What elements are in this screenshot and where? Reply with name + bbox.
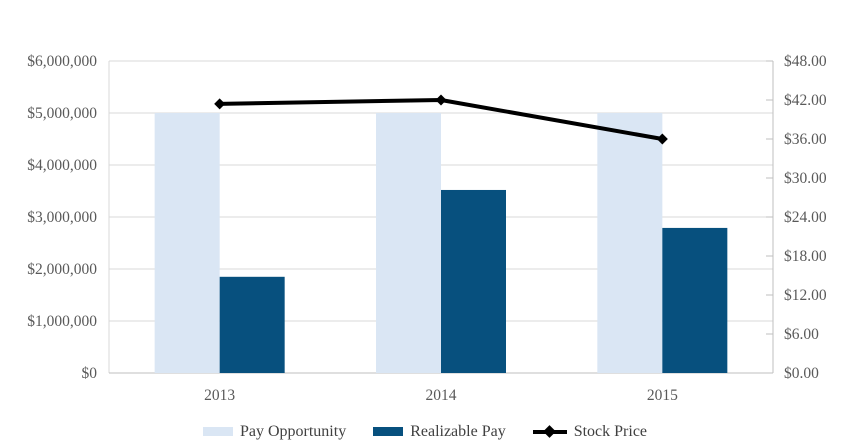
diamond-marker-stock-price-2013 <box>214 98 226 110</box>
left-axis-label: $0 <box>82 365 98 382</box>
legend-item-pay-opportunity: Pay Opportunity <box>202 422 347 441</box>
legend-label-pay-opportunity: Pay Opportunity <box>239 422 347 440</box>
bar-pay-opportunity-2015 <box>597 113 663 373</box>
diamond-marker-icon <box>542 425 556 438</box>
stock-price-line-icon <box>532 425 567 438</box>
right-axis-label: $42.00 <box>784 92 827 109</box>
legend-label-stock-price: Stock Price <box>573 422 648 440</box>
legend-item-realizable-pay: Realizable Pay <box>373 423 506 441</box>
right-axis-label: $48.00 <box>784 53 827 70</box>
left-axis-label: $5,000,000 <box>27 105 97 122</box>
bar-realizable-pay-2013 <box>219 276 285 373</box>
right-axis-label: $24.00 <box>784 209 827 226</box>
diamond-marker-stock-price-2015 <box>656 133 668 145</box>
bar-pay-opportunity-2013 <box>154 113 220 373</box>
bar-realizable-pay-2015 <box>662 227 728 373</box>
right-axis-label: $6.00 <box>784 326 819 343</box>
left-axis-label: $6,000,000 <box>27 53 97 70</box>
left-axis-label: $2,000,000 <box>27 261 97 278</box>
left-axis-label: $4,000,000 <box>27 157 97 174</box>
left-axis-label: $3,000,000 <box>27 209 97 226</box>
x-axis-category-label: 2014 <box>426 387 457 404</box>
legend-label-realizable-pay: Realizable Pay <box>410 422 506 440</box>
right-axis-label: $30.00 <box>784 170 827 187</box>
diamond-marker-stock-price-2014 <box>435 94 447 106</box>
right-axis-label: $36.00 <box>784 131 827 148</box>
right-axis-label: $18.00 <box>784 248 827 265</box>
bar-realizable-pay-2014 <box>441 189 506 373</box>
pay-opportunity-swatch-icon <box>202 427 233 436</box>
chart-legend: Pay Opportunity Realizable Pay Stock Pri… <box>0 419 850 444</box>
bar-pay-opportunity-2014 <box>376 113 441 373</box>
x-axis-category-label: 2013 <box>204 387 235 404</box>
right-axis-label: $0.00 <box>784 365 819 382</box>
left-axis-label: $1,000,000 <box>27 313 97 330</box>
legend-item-stock-price: Stock Price <box>532 422 648 441</box>
right-axis-label: $12.00 <box>784 287 827 304</box>
realizable-pay-swatch-icon <box>373 427 404 436</box>
x-axis-category-label: 2015 <box>647 387 678 404</box>
